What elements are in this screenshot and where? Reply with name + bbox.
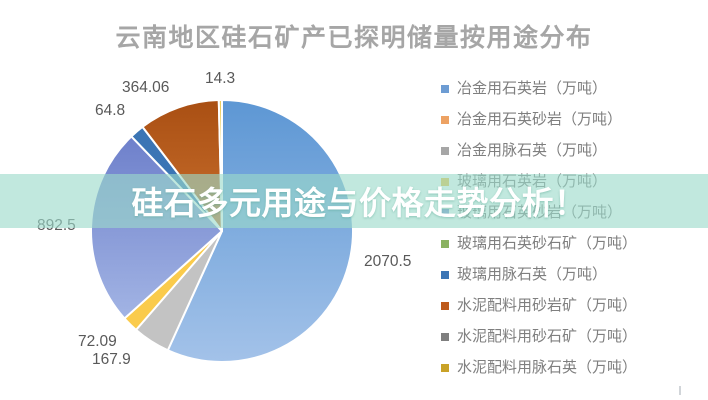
legend-label: 水泥配料用砂石矿（万吨） [457, 329, 638, 345]
legend-item-5: 玻璃用石英砂石矿（万吨） [441, 235, 637, 253]
data-label: 14.3 [205, 70, 236, 87]
legend-swatch [441, 364, 449, 372]
pie-slice-0 [166, 99, 355, 363]
pie-chart [90, 99, 355, 363]
legend-swatch [441, 147, 449, 155]
legend-swatch [441, 85, 449, 93]
chart-title: 云南地区硅石矿产已探明储量按用途分布 [115, 25, 593, 52]
legend-swatch [441, 271, 449, 279]
data-label: 167.9 [92, 351, 131, 368]
legend-item-0: 冶金用石英岩（万吨） [441, 80, 607, 98]
legend-item-9: 水泥配料用脉石英（万吨） [441, 359, 637, 377]
legend-swatch [441, 302, 449, 310]
legend-item-7: 水泥配料用砂岩矿（万吨） [441, 297, 637, 315]
corner-artifact-dash [679, 386, 681, 395]
legend-swatch [441, 240, 449, 248]
watermark-text: 硅石多元用途与价格走势分析！ [131, 185, 587, 221]
legend-item-2: 冶金用脉石英（万吨） [441, 142, 607, 160]
data-label: 2070.5 [364, 253, 412, 270]
data-label: 364.06 [122, 79, 170, 96]
legend-item-1: 冶金用石英砂岩（万吨） [441, 111, 622, 129]
data-label: 64.8 [95, 102, 126, 119]
legend-label: 玻璃用石英砂石矿（万吨） [457, 236, 638, 252]
legend-label: 水泥配料用砂岩矿（万吨） [457, 298, 638, 314]
legend-label: 水泥配料用脉石英（万吨） [457, 360, 638, 376]
legend-swatch [441, 333, 449, 341]
legend-item-8: 水泥配料用砂石矿（万吨） [441, 328, 637, 346]
legend-label: 玻璃用脉石英（万吨） [457, 267, 608, 283]
legend-swatch [441, 116, 449, 124]
legend-label: 冶金用石英砂岩（万吨） [457, 112, 623, 128]
legend-label: 冶金用脉石英（万吨） [457, 143, 608, 159]
watermark-banner: 硅石多元用途与价格走势分析！ [0, 174, 708, 228]
legend-item-6: 玻璃用脉石英（万吨） [441, 266, 607, 284]
legend-label: 冶金用石英岩（万吨） [457, 81, 608, 97]
data-label: 72.09 [78, 333, 117, 350]
